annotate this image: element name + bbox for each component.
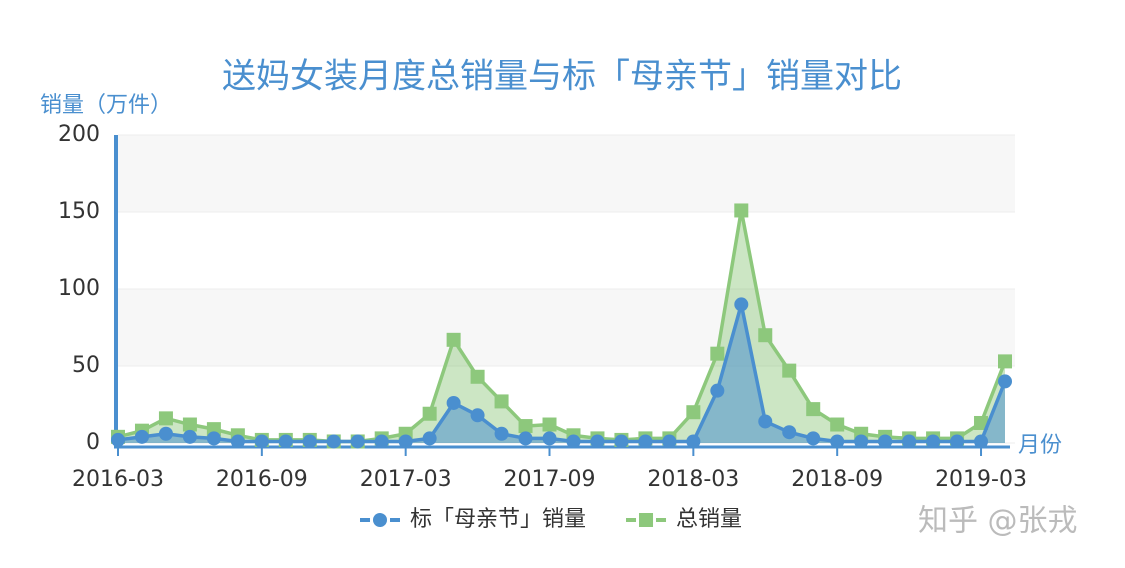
marker (974, 415, 989, 430)
marker (542, 431, 557, 446)
marker (254, 434, 269, 449)
marker (926, 434, 941, 449)
marker (398, 434, 413, 449)
legend-label: 总销量 (676, 507, 742, 532)
marker (998, 374, 1012, 389)
marker (854, 434, 869, 449)
marker (662, 434, 677, 449)
marker (374, 434, 389, 449)
y-tick-label: 200 (58, 122, 100, 147)
marker (446, 332, 461, 347)
marker (470, 369, 485, 384)
marker (182, 429, 197, 444)
x-axis-title: 月份 (1018, 433, 1062, 458)
y-tick-label: 100 (58, 276, 100, 301)
marker (782, 363, 797, 378)
marker (542, 417, 557, 432)
marker (734, 203, 749, 218)
marker (470, 408, 485, 423)
marker (182, 417, 197, 432)
marker (566, 434, 581, 449)
marker (902, 434, 917, 449)
marker (734, 297, 749, 312)
marker (758, 328, 773, 343)
marker (302, 434, 317, 449)
marker (518, 419, 533, 434)
marker (422, 431, 437, 446)
grid-band (118, 135, 1015, 212)
marker (806, 431, 821, 446)
marker (230, 434, 245, 449)
marker (686, 405, 701, 420)
watermark: 知乎 @张戎 (918, 504, 1078, 539)
marker (111, 432, 125, 447)
marker (806, 402, 821, 417)
marker (710, 383, 725, 398)
marker (446, 395, 461, 410)
marker (494, 394, 509, 409)
legend-marker (639, 513, 654, 527)
x-tick-label: 2018-03 (647, 467, 739, 492)
x-tick-label: 2017-09 (504, 467, 596, 492)
marker (158, 426, 173, 441)
marker (878, 434, 893, 449)
chart-title: 送妈女装月度总销量与标「母亲节」销量对比 (222, 57, 902, 97)
marker (206, 431, 221, 446)
x-tick-label: 2017-03 (360, 467, 452, 492)
grid-band (118, 289, 1015, 366)
x-tick-label: 2019-03 (935, 467, 1027, 492)
marker (758, 414, 773, 429)
x-tick-label: 2016-03 (72, 467, 164, 492)
marker (950, 434, 965, 449)
marker (518, 431, 533, 446)
legend-marker (373, 513, 387, 527)
marker (278, 434, 293, 449)
marker (782, 425, 797, 440)
marker (710, 346, 725, 361)
marker (998, 354, 1012, 369)
y-tick-label: 50 (72, 353, 100, 378)
marker (638, 434, 653, 449)
x-tick-label: 2016-09 (216, 467, 308, 492)
y-tick-label: 150 (58, 199, 100, 224)
marker (830, 417, 845, 432)
marker (326, 434, 341, 449)
marker (350, 434, 365, 449)
marker (830, 434, 845, 449)
marker (590, 434, 605, 449)
legend-label: 标「母亲节」销量 (410, 507, 586, 532)
area (118, 210, 1005, 443)
y-tick-label: 0 (86, 430, 100, 455)
y-axis-title: 销量（万件） (40, 93, 172, 118)
marker (614, 434, 629, 449)
marker (158, 411, 173, 426)
x-tick-label: 2018-09 (791, 467, 883, 492)
marker (422, 406, 437, 421)
marker (494, 426, 509, 441)
marker (134, 429, 149, 444)
marker (974, 434, 989, 449)
marker (686, 434, 701, 449)
